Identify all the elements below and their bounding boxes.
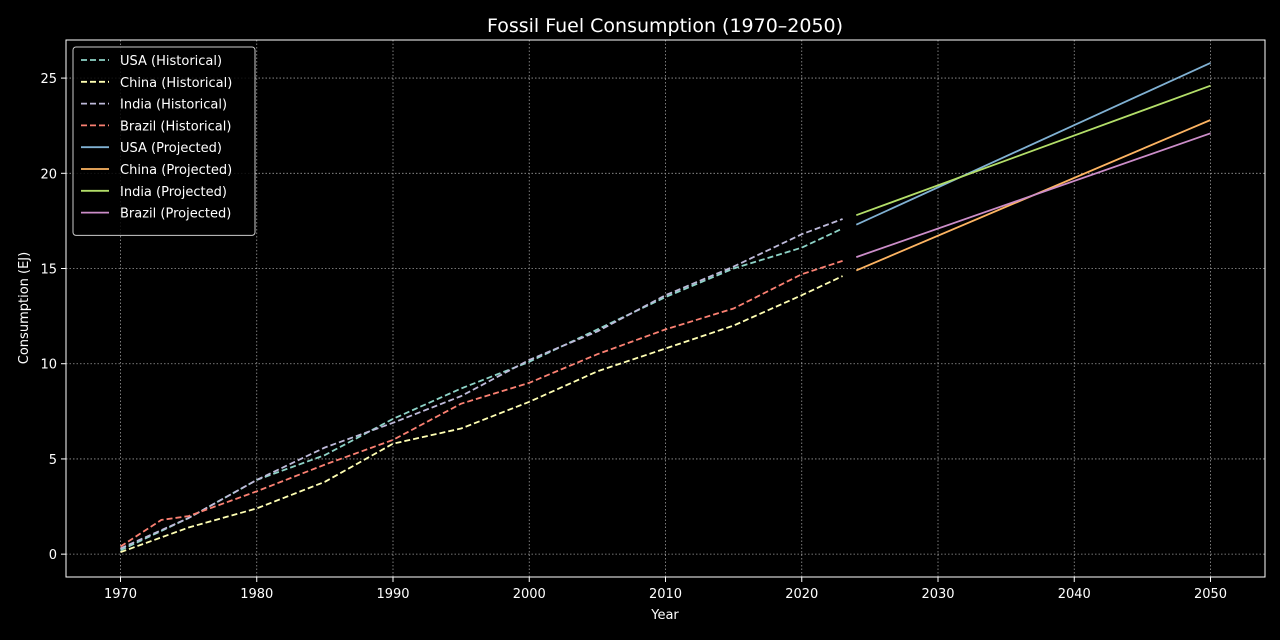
legend-label: China (Projected): [120, 163, 232, 178]
series-layer: [120, 62, 1211, 554]
legend-label: India (Historical): [120, 98, 227, 113]
y-axis-title: Consumption (EJ): [17, 252, 32, 364]
series-line-india-projected: [855, 84, 1211, 217]
legend-label: USA (Projected): [120, 141, 222, 156]
legend-label: India (Projected): [120, 185, 227, 200]
tick-layer: 1970 1980 1990 2000 2010 2020 2030 2040 2050 0 5 10…: [40, 72, 1227, 602]
x-tick-label: 2010: [649, 587, 682, 602]
series-line-brazil-historical: [120, 260, 843, 548]
x-tick-label: 2030: [921, 587, 954, 602]
y-tick-label: 15: [40, 263, 57, 278]
x-axis-title: Year: [650, 608, 679, 623]
legend: USA (Historical) China (Historical) India …: [72, 46, 256, 236]
y-tick-label: 0: [49, 548, 57, 563]
x-tick-label: 2050: [1194, 587, 1227, 602]
y-tick-label: 20: [40, 167, 57, 182]
y-tick-label: 10: [40, 358, 57, 373]
x-tick-label: 1980: [240, 587, 273, 602]
y-tick-label: 5: [49, 453, 57, 468]
legend-label: China (Historical): [120, 76, 232, 91]
x-tick-label: 1990: [376, 587, 409, 602]
legend-label: Brazil (Projected): [120, 207, 231, 222]
x-tick-label: 2040: [1058, 587, 1091, 602]
chart-title: Fossil Fuel Consumption (1970–2050): [487, 15, 843, 37]
x-tick-label: 2000: [513, 587, 546, 602]
legend-label: Brazil (Historical): [120, 119, 231, 134]
x-tick-label: 2020: [785, 587, 818, 602]
legend-box: [72, 46, 256, 236]
x-tick-label: 1970: [104, 587, 137, 602]
legend-label: USA (Historical): [120, 54, 222, 69]
series-line-india-historical: [120, 218, 843, 550]
y-tick-label: 25: [40, 72, 57, 87]
grid-layer: [66, 40, 1265, 577]
series-line-china-historical: [120, 275, 843, 554]
series-line-usa-projected: [855, 62, 1211, 226]
series-line-brazil-projected: [856, 132, 1211, 258]
